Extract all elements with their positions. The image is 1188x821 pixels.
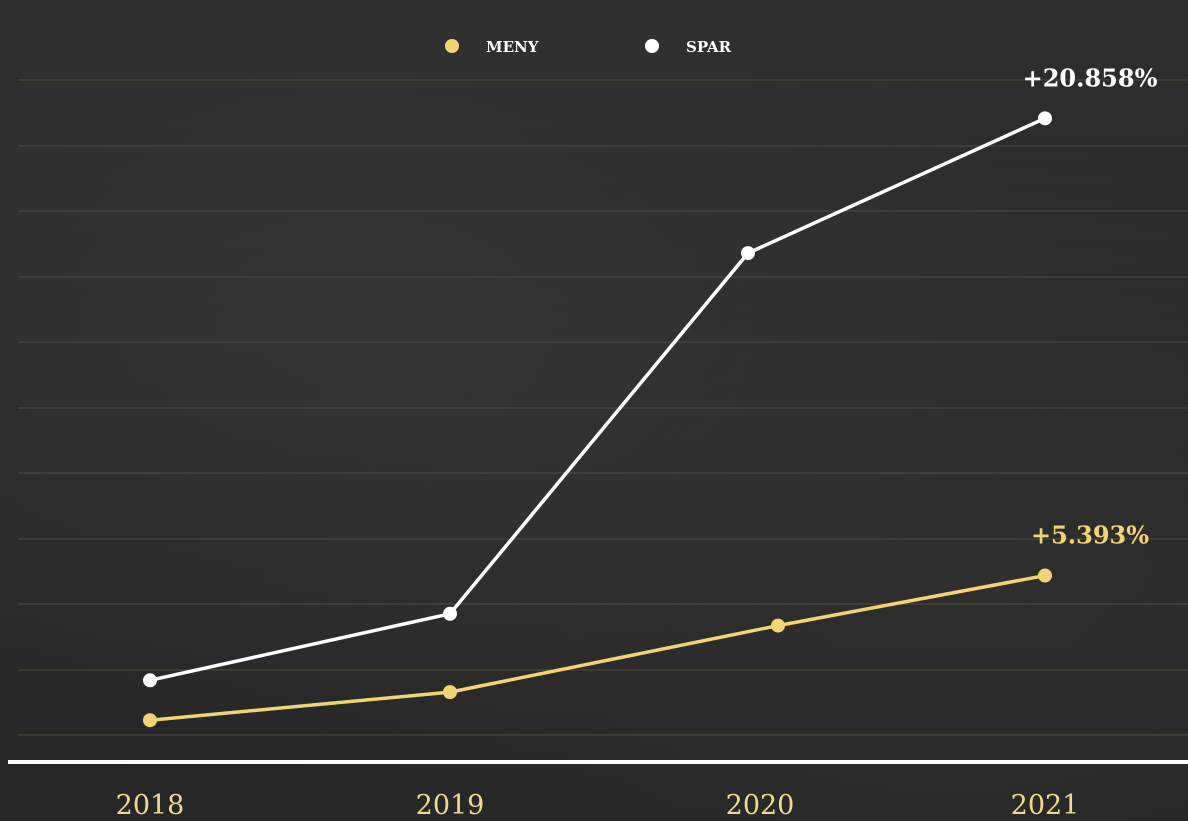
x-tick-label: 2021 xyxy=(1011,790,1080,821)
end-value-labels: +5.393% +20.858% xyxy=(1023,63,1158,549)
series-line-meny xyxy=(149,573,1046,722)
x-tick-labels: 2018 2019 2020 2021 xyxy=(116,790,1080,821)
series-points xyxy=(143,111,1052,728)
series-lines xyxy=(149,116,1046,722)
data-point-meny-2021 xyxy=(1038,568,1052,583)
end-label-spar: +20.858% xyxy=(1023,63,1158,92)
series-line-spar xyxy=(149,116,1046,683)
legend-label-meny: MENY xyxy=(486,38,539,56)
legend-marker-spar xyxy=(645,39,659,53)
x-tick-label: 2020 xyxy=(726,790,795,821)
data-point-spar-2020 xyxy=(741,246,755,261)
data-point-meny-2020 xyxy=(771,618,785,633)
gridlines xyxy=(18,79,1188,736)
end-label-meny: +5.393% xyxy=(1031,521,1149,550)
legend-marker-meny xyxy=(445,39,459,53)
legend: MENY SPAR xyxy=(445,38,732,56)
data-point-meny-2019 xyxy=(443,685,457,700)
legend-label-spar: SPAR xyxy=(686,38,732,56)
x-tick-label: 2019 xyxy=(416,790,485,821)
data-point-spar-2021 xyxy=(1038,111,1052,126)
data-point-meny-2018 xyxy=(143,713,157,728)
data-point-spar-2019 xyxy=(443,606,457,621)
data-point-spar-2018 xyxy=(143,673,157,688)
x-tick-label: 2018 xyxy=(116,790,185,821)
